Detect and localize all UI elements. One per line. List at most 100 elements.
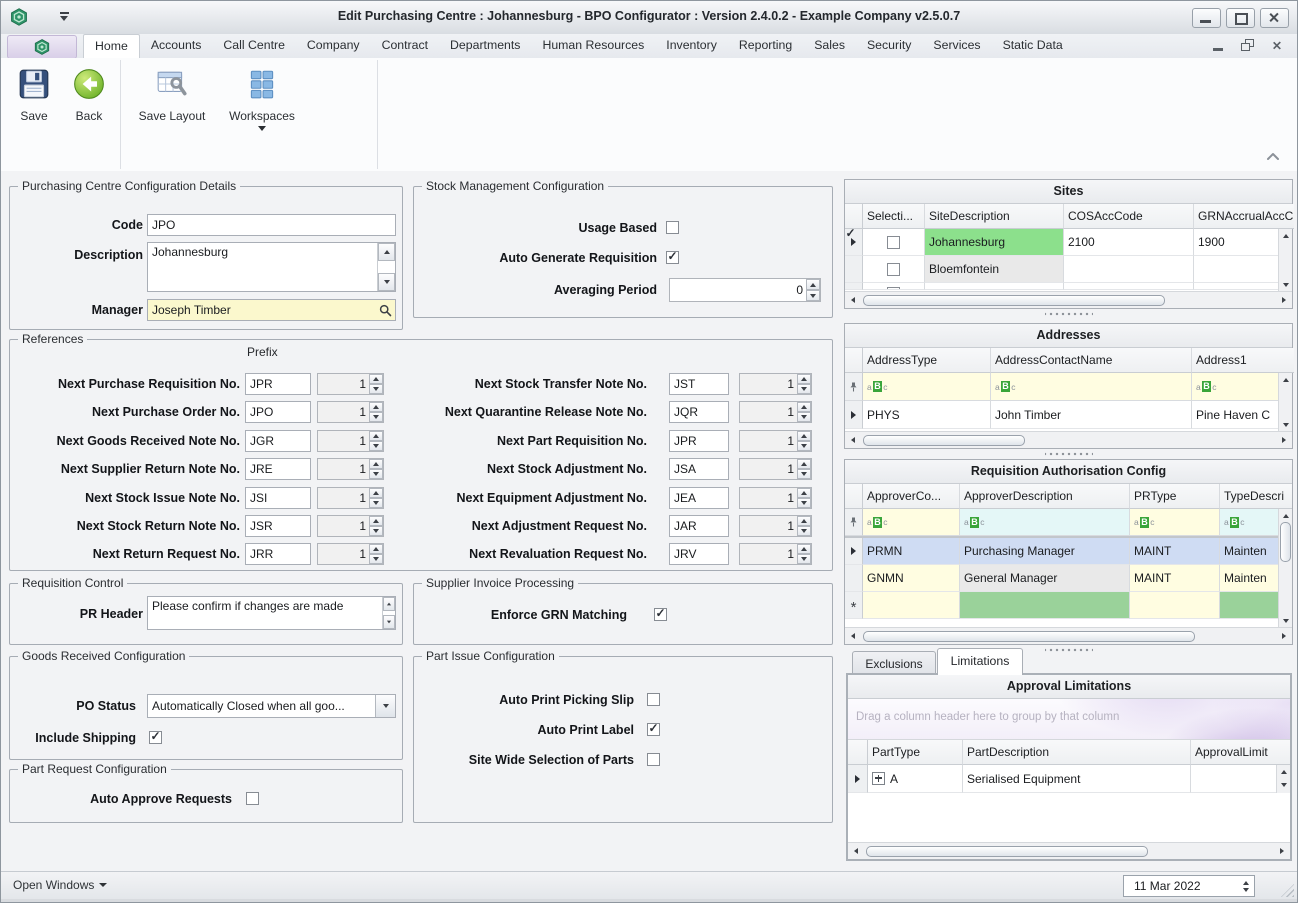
new-row[interactable]: * bbox=[845, 592, 1292, 619]
cosacccode-cell[interactable] bbox=[1064, 256, 1194, 283]
workspaces-button[interactable]: Workspaces bbox=[219, 63, 305, 155]
approvercode-cell[interactable]: GNMN bbox=[863, 565, 960, 592]
spin-up-button[interactable] bbox=[369, 402, 383, 412]
spin-up-button[interactable] bbox=[369, 516, 383, 526]
spin-down-button[interactable] bbox=[369, 498, 383, 508]
spin-up-button[interactable] bbox=[806, 279, 820, 290]
sitedescription-cell[interactable] bbox=[925, 283, 1064, 290]
selected-cell[interactable] bbox=[863, 229, 925, 256]
addresses-horizontal-scrollbar[interactable] bbox=[845, 431, 1292, 448]
ref-number-stepper[interactable]: 1 bbox=[317, 373, 384, 395]
sites-vertical-scrollbar[interactable] bbox=[1278, 229, 1292, 291]
ref-prefix-input[interactable] bbox=[669, 458, 729, 480]
sites-horizontal-scrollbar[interactable] bbox=[845, 291, 1292, 308]
dropdown-button[interactable] bbox=[375, 695, 395, 717]
spin-up-button[interactable] bbox=[797, 544, 811, 554]
scroll-down-button[interactable] bbox=[1279, 418, 1292, 431]
ref-number-stepper[interactable]: 1 bbox=[317, 543, 384, 565]
minimize-button[interactable] bbox=[1192, 8, 1221, 28]
expand-icon[interactable] bbox=[872, 772, 885, 785]
tab-accounts[interactable]: Accounts bbox=[150, 38, 202, 52]
approverdescription-cell[interactable] bbox=[960, 592, 1130, 619]
address1-cell[interactable]: Pine Haven C bbox=[1192, 401, 1281, 429]
spin-up-button[interactable] bbox=[369, 488, 383, 498]
spin-up-button[interactable] bbox=[797, 402, 811, 412]
approverdescription-cell[interactable]: Purchasing Manager bbox=[960, 538, 1130, 565]
manager-field[interactable]: Joseph Timber bbox=[147, 299, 396, 321]
spin-down-icon[interactable] bbox=[1243, 887, 1249, 892]
tab-security[interactable]: Security bbox=[866, 38, 912, 52]
scroll-thumb[interactable] bbox=[866, 846, 1148, 857]
limitations-horizontal-scrollbar[interactable] bbox=[848, 842, 1290, 859]
cosacccode-cell[interactable] bbox=[1064, 283, 1194, 290]
ref-number-stepper[interactable]: 1 bbox=[739, 515, 812, 537]
selected-checkbox[interactable] bbox=[887, 286, 900, 289]
addresscontactname-cell[interactable]: John Timber bbox=[991, 401, 1192, 429]
close-button[interactable] bbox=[1270, 39, 1283, 52]
restore-button[interactable] bbox=[1241, 39, 1254, 52]
table-row-partial[interactable] bbox=[845, 283, 1292, 290]
column-header-address1[interactable]: Address1 bbox=[1192, 348, 1294, 373]
approvercode-cell[interactable] bbox=[863, 592, 960, 619]
resize-grip[interactable] bbox=[1281, 884, 1294, 897]
table-row[interactable]: Bloemfontein bbox=[845, 256, 1292, 283]
ref-prefix-input[interactable] bbox=[245, 515, 311, 537]
column-header-parttype[interactable]: PartType bbox=[868, 740, 963, 765]
sitedescription-cell[interactable]: Johannesburg bbox=[925, 229, 1064, 256]
table-row[interactable]: GNMN General Manager MAINT Mainten bbox=[845, 565, 1292, 592]
scroll-thumb[interactable] bbox=[863, 631, 1195, 642]
spin-down-button[interactable] bbox=[369, 441, 383, 451]
spin-up-button[interactable] bbox=[797, 431, 811, 441]
parttype-cell[interactable]: A bbox=[868, 765, 963, 793]
table-row[interactable]: A Serialised Equipment bbox=[848, 765, 1290, 793]
approverdescription-cell[interactable]: General Manager bbox=[960, 565, 1130, 592]
save-layout-button[interactable]: Save Layout bbox=[131, 63, 213, 155]
scroll-right-button[interactable] bbox=[1276, 432, 1292, 448]
auto-print-picking-slip-checkbox[interactable] bbox=[647, 693, 660, 706]
column-header-grnaccrualacccode[interactable]: GRNAccrualAccC bbox=[1194, 204, 1294, 229]
cosacccode-cell[interactable]: 2100 bbox=[1064, 229, 1194, 256]
scroll-left-button[interactable] bbox=[845, 628, 861, 644]
tab-home[interactable]: Home bbox=[83, 34, 140, 59]
addresstype-cell[interactable]: PHYS bbox=[863, 401, 991, 429]
ribbon-collapse-icon[interactable] bbox=[1265, 150, 1281, 162]
column-header-addresstype[interactable]: AddressType bbox=[863, 348, 991, 373]
scroll-track[interactable] bbox=[861, 628, 1276, 644]
ref-prefix-input[interactable] bbox=[669, 430, 729, 452]
spin-up-button[interactable] bbox=[797, 488, 811, 498]
quick-access-dropdown-icon[interactable] bbox=[59, 12, 71, 22]
ref-prefix-input[interactable] bbox=[669, 487, 729, 509]
column-header-approvercode[interactable]: ApproverCo... bbox=[863, 484, 960, 509]
tab-company[interactable]: Company bbox=[306, 38, 360, 52]
scroll-track[interactable] bbox=[864, 843, 1274, 859]
ref-prefix-input[interactable] bbox=[669, 515, 729, 537]
ref-prefix-input[interactable] bbox=[245, 543, 311, 565]
maximize-button[interactable] bbox=[1226, 8, 1255, 28]
tab-services[interactable]: Services bbox=[933, 38, 981, 52]
ref-number-stepper[interactable]: 1 bbox=[739, 543, 812, 565]
ref-number-stepper[interactable]: 1 bbox=[739, 373, 812, 395]
column-header-approvallimit[interactable]: ApprovalLimit bbox=[1191, 740, 1290, 765]
spin-down-button[interactable] bbox=[797, 469, 811, 479]
ref-number-stepper[interactable]: 1 bbox=[317, 458, 384, 480]
spin-up-button[interactable] bbox=[369, 544, 383, 554]
scroll-left-button[interactable] bbox=[845, 432, 861, 448]
spin-down-button[interactable] bbox=[797, 441, 811, 451]
tab-departments[interactable]: Departments bbox=[450, 38, 521, 52]
partdescription-cell[interactable]: Serialised Equipment bbox=[963, 765, 1191, 793]
spin-down-button[interactable] bbox=[797, 554, 811, 564]
site-wide-selection-checkbox[interactable] bbox=[647, 753, 660, 766]
limitations-vertical-scrollbar[interactable] bbox=[1276, 765, 1290, 793]
spin-down-button[interactable] bbox=[797, 526, 811, 536]
auto-generate-requisition-checkbox[interactable] bbox=[666, 249, 679, 264]
enforce-grn-matching-checkbox[interactable] bbox=[654, 606, 667, 621]
ref-prefix-input[interactable] bbox=[245, 487, 311, 509]
spin-down-button[interactable] bbox=[369, 554, 383, 564]
ref-number-stepper[interactable]: 1 bbox=[317, 515, 384, 537]
date-editor[interactable]: 11 Mar 2022 bbox=[1123, 875, 1255, 897]
